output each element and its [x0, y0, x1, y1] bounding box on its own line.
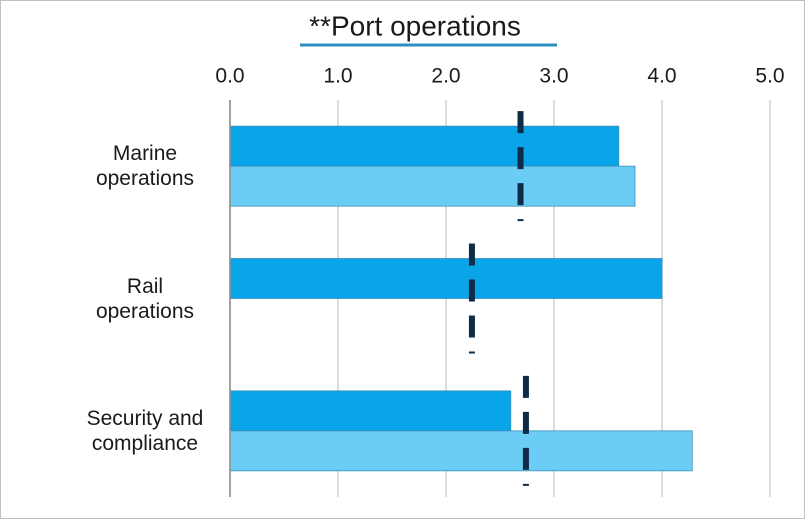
bar	[229, 390, 512, 432]
bar	[229, 258, 663, 299]
x-tick-label: 4.0	[647, 65, 676, 88]
x-tick-label: 0.0	[215, 65, 244, 88]
x-tick-label: 3.0	[539, 65, 568, 88]
x-tick-label: 5.0	[755, 65, 784, 88]
category-label: Security and compliance	[86, 406, 204, 455]
x-tick-label: 2.0	[431, 65, 460, 88]
x-tick-label: 1.0	[323, 65, 352, 88]
category-label: Marine operations	[95, 142, 195, 191]
bar	[229, 165, 636, 207]
bar	[229, 430, 693, 472]
category-label: Rail operations	[95, 274, 195, 323]
bar	[229, 125, 620, 167]
chart-title: **Port operations	[309, 10, 521, 41]
